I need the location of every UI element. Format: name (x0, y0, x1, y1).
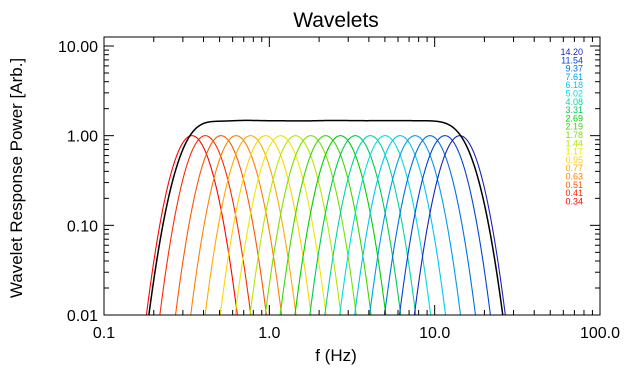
wavelet-curve-2 (174, 135, 267, 315)
total-response-curve (148, 119, 504, 315)
legend-entry: 4.08 (565, 97, 583, 107)
legend: 14.2011.549.377.616.185.024.083.312.692.… (560, 47, 583, 206)
legend-entry: 0.51 (565, 180, 583, 190)
x-axis-ticks: 0.1 1.0 10.0 100.0 (93, 37, 620, 342)
legend-entry: 0.34 (565, 196, 583, 206)
x-tick-label: 10.0 (419, 325, 450, 342)
x-tick-label: 100.0 (580, 325, 620, 342)
wavelet-curve-5 (219, 135, 312, 315)
wavelet-curve-3 (190, 135, 283, 315)
wavelet-curve-10 (294, 135, 387, 315)
wavelet-curve-4 (204, 135, 297, 315)
legend-entry: 1.44 (565, 138, 583, 148)
y-tick-label: 0.01 (67, 308, 98, 325)
plot-frame (103, 36, 601, 316)
wavelet-curve-0 (145, 135, 238, 315)
wavelet-curve-15 (369, 135, 462, 315)
y-axis-ticks: 0.01 0.10 1.00 10.00 (58, 39, 600, 325)
legend-entry: 5.02 (565, 89, 583, 99)
wavelet-curve-1 (159, 135, 252, 315)
x-axis-label: f (Hz) (315, 346, 357, 365)
chart-title: Wavelets (293, 9, 379, 32)
wavelet-curve-12 (324, 135, 417, 315)
y-tick-label: 0.10 (67, 218, 98, 235)
y-axis-label: Wavelet Response Power [Arb.] (7, 58, 26, 298)
legend-entry: 1.17 (565, 147, 583, 157)
legend-entry: 2.19 (565, 122, 583, 132)
y-tick-label: 10.00 (58, 39, 98, 56)
legend-entry: 0.41 (565, 188, 583, 198)
y-tick-label: 1.00 (67, 129, 98, 146)
wavelet-curve-18 (413, 135, 506, 315)
wavelet-curve-17 (398, 135, 491, 315)
legend-entry: 14.20 (560, 47, 583, 57)
x-tick-label: 1.0 (258, 325, 280, 342)
legend-entry: 7.61 (565, 72, 583, 82)
wavelet-curve-16 (383, 135, 477, 315)
plot-area: 0.1 1.0 10.0 100.0 0.01 0.10 1.00 10.00 (58, 36, 620, 342)
wavelet-curve-11 (309, 135, 402, 315)
legend-entry: 1.78 (565, 130, 583, 140)
legend-entry: 0.95 (565, 155, 583, 165)
wavelet-curve-14 (354, 135, 447, 315)
wavelet-curve-9 (279, 135, 372, 315)
wavelet-curve-8 (264, 135, 357, 315)
legend-entry: 6.18 (565, 80, 583, 90)
wavelet-curve-6 (234, 135, 327, 315)
legend-entry: 0.63 (565, 172, 583, 182)
legend-entry: 3.31 (565, 105, 583, 115)
legend-entry: 0.77 (565, 163, 583, 173)
wavelet-curve-7 (249, 135, 342, 315)
curves-layer (145, 119, 506, 315)
legend-entry: 11.54 (561, 55, 583, 65)
legend-entry: 2.69 (565, 113, 583, 123)
legend-entry: 9.37 (565, 64, 583, 74)
wavelet-curve-13 (339, 135, 432, 315)
x-tick-label: 0.1 (93, 325, 115, 342)
